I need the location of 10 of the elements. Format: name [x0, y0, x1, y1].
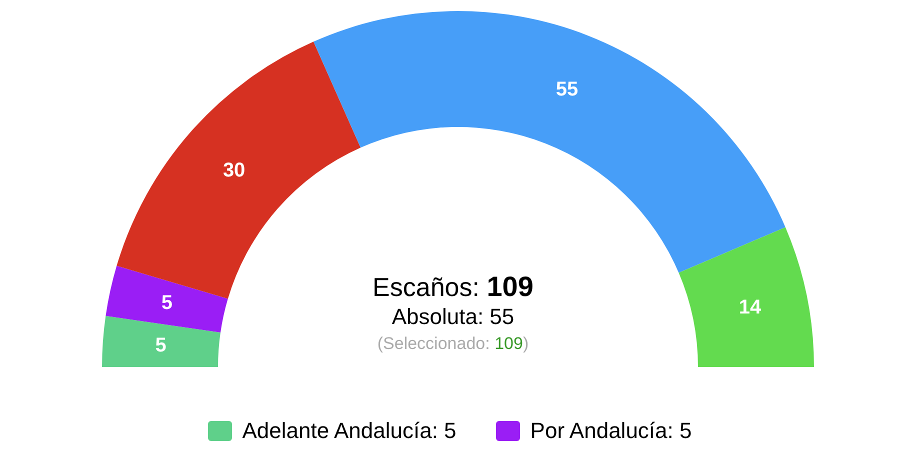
data-label: 5: [161, 292, 172, 314]
data-label: 30: [222, 159, 246, 182]
text: Absoluta: 55: [390, 304, 516, 330]
legend-label: Adelante Andalucía: 5: [242, 418, 456, 444]
legend-label: Por Andalucía: 5: [530, 418, 692, 444]
data-label: 14: [738, 296, 762, 318]
data-label: 5: [155, 334, 166, 357]
text: (Seleccionado: 109): [376, 334, 530, 354]
text: Escaños: 109: [372, 270, 534, 304]
data-label: 55: [556, 78, 578, 101]
